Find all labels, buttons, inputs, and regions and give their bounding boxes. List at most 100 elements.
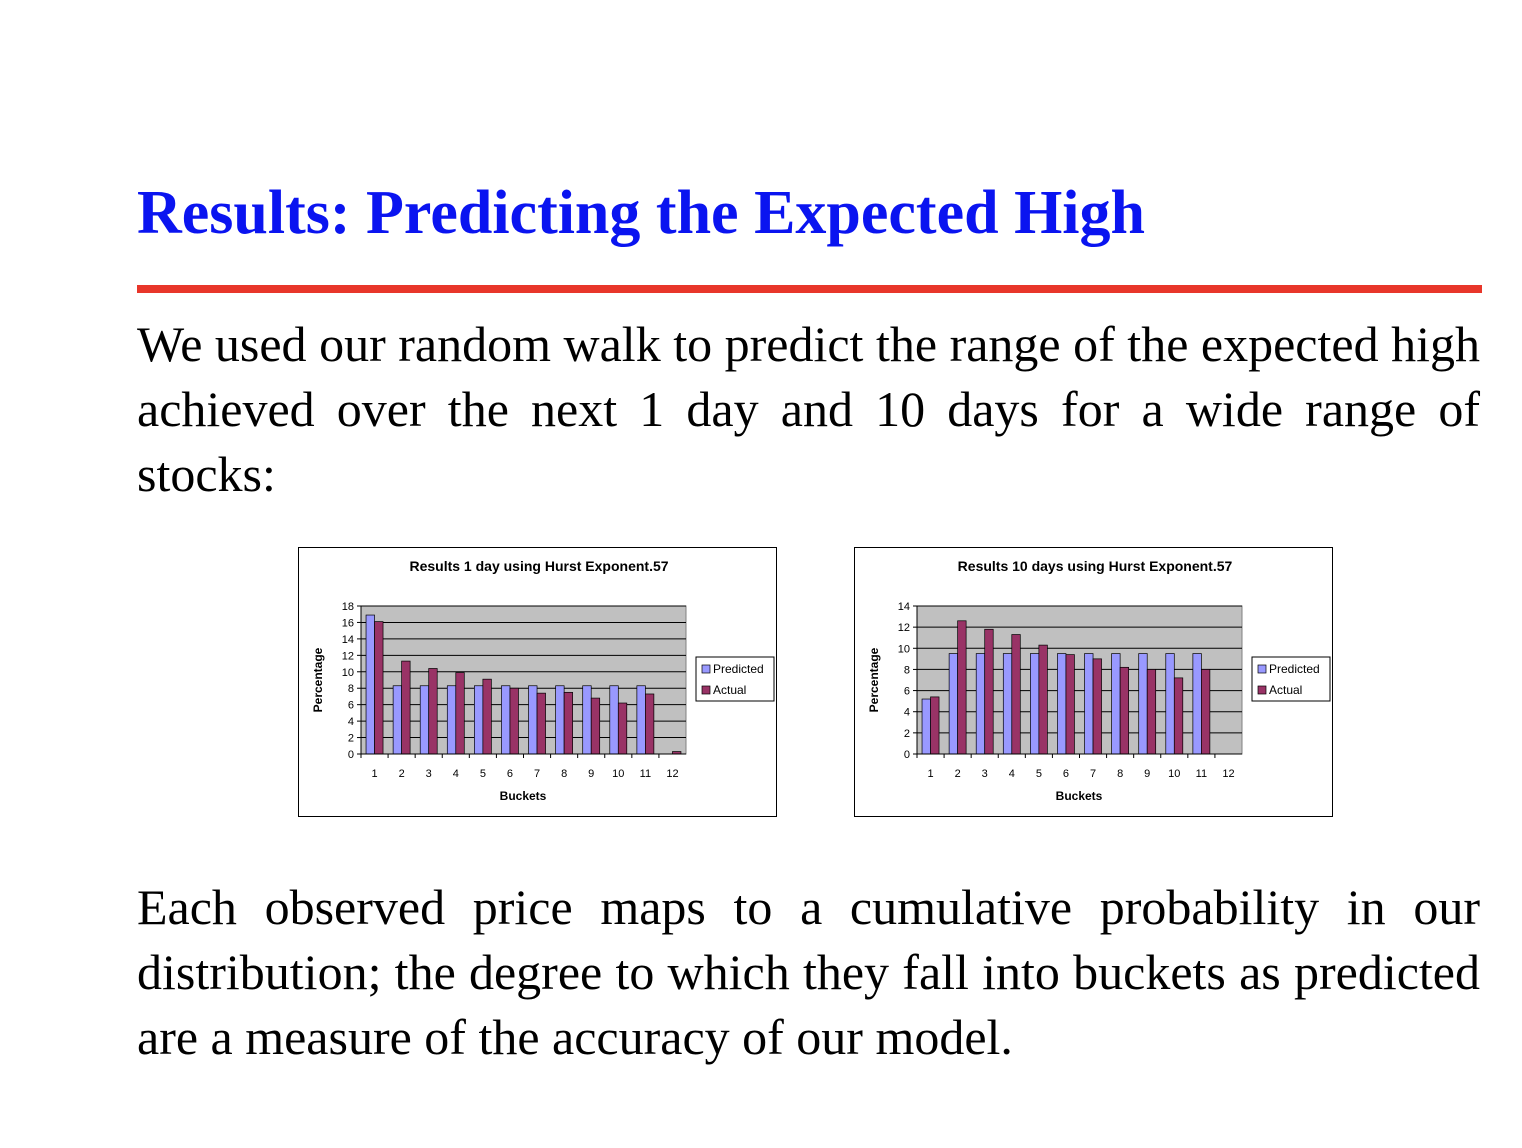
legend-label: Actual (713, 683, 746, 697)
bar-actual-3 (428, 668, 438, 755)
legend-swatch (701, 664, 711, 674)
bar-actual-3 (984, 628, 994, 755)
intro-paragraph: We used our random walk to predict the r… (137, 316, 1480, 502)
y-tick-label: 2 (904, 728, 910, 740)
x-tick-label: 2 (955, 768, 961, 780)
bar-actual-9 (1146, 669, 1157, 755)
y-tick-label: 0 (348, 749, 354, 761)
x-tick-label: 3 (982, 768, 988, 780)
bar-actual-11 (1201, 669, 1211, 755)
bar-actual-7 (1092, 658, 1102, 755)
x-tick-label: 3 (426, 768, 432, 780)
slide-title: Results: Predicting the Expected High (137, 179, 1146, 247)
bar-actual-1 (930, 696, 940, 755)
bar-actual-6 (1065, 654, 1075, 755)
bar-predicted-10 (609, 685, 619, 755)
bar-actual-9 (590, 697, 601, 755)
bar-actual-7 (536, 692, 546, 755)
y-tick-label: 0 (904, 749, 910, 761)
x-tick-label: 5 (1036, 768, 1042, 780)
chart-10-days-svg: Results 10 days using Hurst Exponent.57 0… (867, 558, 1331, 803)
bar-predicted-7 (528, 685, 538, 755)
bar-predicted-6 (1057, 653, 1067, 755)
x-tick-label: 9 (588, 768, 594, 780)
title-divider (137, 285, 1482, 293)
bar-predicted-6 (501, 685, 511, 755)
bar-predicted-3 (419, 685, 430, 755)
y-tick-label: 18 (342, 601, 354, 613)
bar-predicted-10 (1165, 653, 1175, 755)
y-tick-label: 6 (904, 686, 910, 698)
bar-predicted-3 (975, 653, 986, 755)
bar-actual-5 (1038, 644, 1048, 755)
x-tick-label: 4 (453, 768, 459, 780)
x-axis-label: Buckets (500, 789, 547, 803)
x-tick-label: 11 (1196, 768, 1207, 780)
bar-predicted-9 (1138, 653, 1148, 755)
bar-predicted-1 (921, 698, 931, 755)
x-tick-label: 1 (371, 768, 377, 780)
y-tick-label: 12 (342, 650, 354, 662)
y-tick-label: 12 (898, 622, 910, 634)
y-axis-label: Percentage (311, 647, 325, 712)
bar-predicted-8 (1111, 653, 1121, 755)
bar-predicted-2 (392, 685, 402, 755)
bar-actual-2 (957, 620, 967, 755)
bar-actual-4 (1011, 634, 1021, 755)
legend-label: Actual (1269, 683, 1302, 697)
legend-label: Predicted (1269, 662, 1320, 676)
bar-predicted-4 (1002, 653, 1013, 755)
plot-area (916, 605, 1243, 755)
bar-predicted-11 (636, 685, 646, 755)
bar-actual-4 (455, 672, 465, 755)
x-tick-label: 7 (534, 768, 540, 780)
bar-actual-11 (645, 693, 655, 755)
bar-predicted-11 (1192, 653, 1202, 755)
y-tick-label: 16 (342, 617, 354, 629)
chart-10-days: Results 10 days using Hurst Exponent.57 0… (854, 547, 1333, 817)
conclusion-paragraph: Each observed price maps to a cumulative… (137, 879, 1480, 1065)
y-tick-label: 14 (898, 601, 910, 613)
bar-predicted-5 (1030, 653, 1040, 755)
bar-actual-2 (401, 660, 411, 755)
x-tick-label: 1 (927, 768, 933, 780)
x-tick-label: 8 (561, 768, 567, 780)
bar-predicted-5 (474, 685, 484, 755)
bar-actual-8 (1119, 666, 1129, 755)
x-tick-label: 6 (1063, 768, 1069, 780)
x-tick-label: 5 (480, 768, 486, 780)
legend-swatch (701, 685, 711, 695)
x-tick-label: 9 (1144, 768, 1150, 780)
bar-predicted-2 (948, 653, 958, 755)
y-tick-label: 2 (348, 733, 354, 745)
x-tick-label: 6 (507, 768, 513, 780)
y-tick-label: 14 (342, 634, 354, 646)
y-tick-label: 10 (342, 667, 354, 679)
x-tick-label: 2 (399, 768, 405, 780)
bar-actual-5 (482, 678, 492, 755)
x-tick-label: 10 (612, 768, 624, 780)
x-axis-label: Buckets (1056, 789, 1103, 803)
y-tick-label: 8 (904, 664, 910, 676)
legend-swatch (1257, 664, 1267, 674)
x-tick-label: 4 (1009, 768, 1015, 780)
x-tick-label: 7 (1090, 768, 1096, 780)
x-tick-label: 11 (640, 768, 651, 780)
bar-actual-10 (617, 702, 628, 755)
bar-predicted-8 (555, 685, 565, 755)
y-tick-label: 6 (348, 700, 354, 712)
bar-actual-1 (374, 621, 384, 755)
bar-predicted-4 (446, 685, 457, 755)
legend-label: Predicted (713, 662, 764, 676)
bar-actual-10 (1173, 677, 1184, 755)
x-tick-label: 12 (666, 768, 678, 780)
y-tick-label: 8 (348, 683, 354, 695)
chart-1-day-svg: Results 1 day using Hurst Exponent.57 0 2 4… (311, 558, 775, 803)
bar-actual-6 (509, 687, 519, 755)
y-tick-label: 10 (898, 643, 910, 655)
x-tick-label: 10 (1168, 768, 1180, 780)
y-tick-label: 4 (904, 707, 910, 719)
x-tick-label: 12 (1222, 768, 1234, 780)
bar-actual-8 (563, 691, 573, 755)
y-axis-label: Percentage (867, 647, 881, 712)
